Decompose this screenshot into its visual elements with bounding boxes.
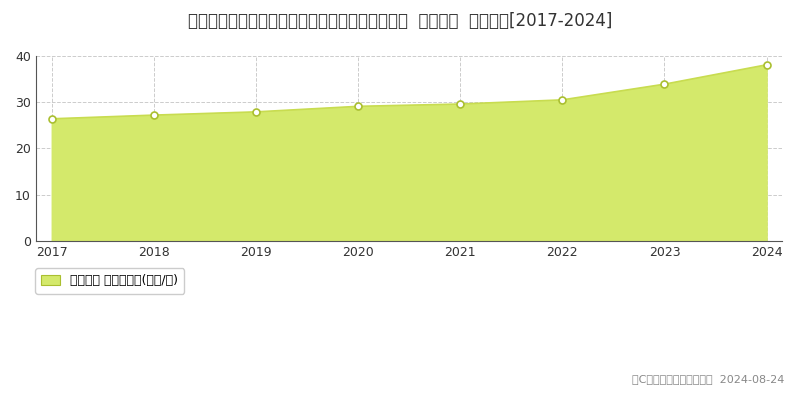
Legend: 地価公示 平均坪単価(万円/坪): 地価公示 平均坪単価(万円/坪) [35,268,185,294]
Text: 北海道札幌市西区八軒１条東５丁目７２５番５外  地価公示  地価推移[2017-2024]: 北海道札幌市西区八軒１条東５丁目７２５番５外 地価公示 地価推移[2017-20… [188,12,612,30]
Point [250,109,262,115]
Point [760,62,773,68]
Point [658,81,671,87]
Point [147,112,160,118]
Text: （C）土地価格ドットコム  2024-08-24: （C）土地価格ドットコム 2024-08-24 [632,374,784,384]
Point [352,103,365,110]
Point [454,101,466,107]
Point [556,97,569,103]
Point [46,116,58,122]
